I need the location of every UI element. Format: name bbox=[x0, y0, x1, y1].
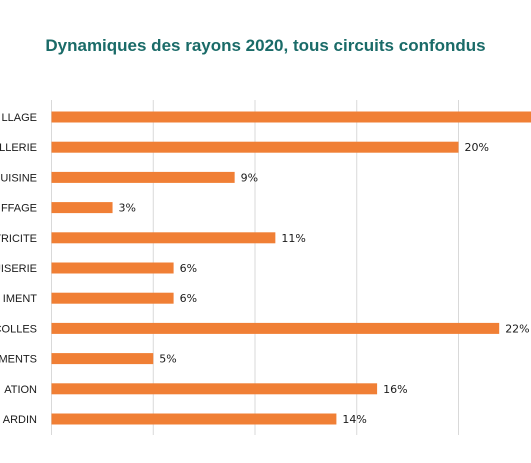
value-label: 16% bbox=[383, 383, 407, 396]
chart-title: Dynamiques des rayons 2020, tous circuit… bbox=[45, 36, 486, 55]
value-label: 22% bbox=[505, 322, 529, 335]
value-label: 14% bbox=[342, 413, 366, 426]
bar bbox=[51, 232, 276, 244]
category-label: UISINE bbox=[0, 172, 37, 184]
bars bbox=[51, 111, 531, 425]
category-label: MENTS bbox=[0, 354, 37, 366]
bar bbox=[51, 202, 113, 214]
value-label: 6% bbox=[180, 292, 197, 305]
category-label: FFAGE bbox=[1, 203, 37, 215]
category-label: LLAGE bbox=[2, 112, 37, 124]
bar bbox=[51, 353, 154, 365]
bar bbox=[51, 111, 531, 123]
category-label: TRICITE bbox=[0, 233, 37, 245]
bar bbox=[51, 292, 174, 304]
value-label: 11% bbox=[281, 232, 305, 245]
category-label: COLLES bbox=[0, 323, 37, 335]
category-label: ATION bbox=[4, 384, 37, 396]
bar bbox=[51, 171, 235, 183]
value-label: 5% bbox=[159, 353, 176, 366]
value-label: 20% bbox=[465, 141, 489, 154]
bar bbox=[51, 262, 174, 274]
value-label: 6% bbox=[180, 262, 197, 275]
bar bbox=[51, 141, 459, 153]
bar bbox=[51, 383, 378, 395]
category-label: ARDIN bbox=[3, 414, 37, 426]
value-label: 9% bbox=[241, 171, 258, 184]
category-label: IMENT bbox=[3, 293, 38, 305]
labels: LLAGE LLERIE 20% UISINE 9% FFAGE 3% TRICITE 11% U… bbox=[0, 112, 530, 426]
category-label: UISERIE bbox=[0, 263, 37, 275]
bar bbox=[51, 322, 500, 334]
value-label: 3% bbox=[119, 202, 136, 215]
category-label: LLERIE bbox=[0, 142, 37, 154]
bar bbox=[51, 413, 337, 425]
